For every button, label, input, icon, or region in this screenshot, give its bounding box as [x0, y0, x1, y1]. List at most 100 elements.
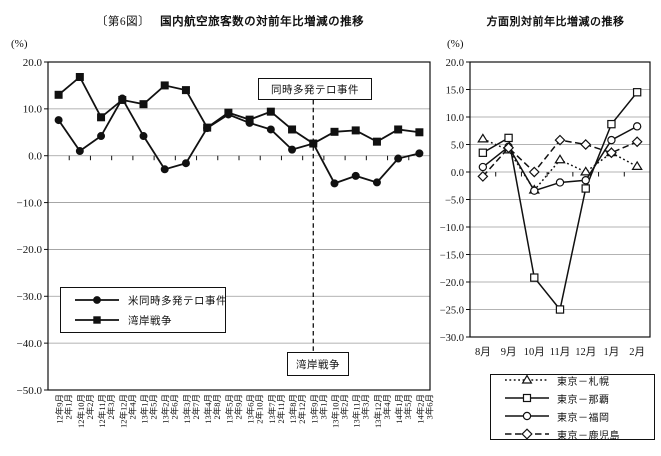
series-square-line	[478, 88, 642, 314]
svg-text:13年4月2年8月: 13年4月2年8月	[203, 394, 222, 424]
x-tick-label: 10月	[524, 346, 545, 358]
legend-dotted-triangle-line-icon	[505, 374, 549, 384]
legend-row-fukuoka: 東京－福岡	[504, 409, 654, 424]
circle-marker	[415, 149, 424, 158]
left-unit-label: (%)	[11, 38, 28, 50]
right-chart-legend: 東京－札幌 東京－那覇 東京－福岡 東京－鹿児島	[490, 374, 655, 442]
circle-marker	[266, 125, 275, 134]
legend-label-kagoshima: 東京－鹿児島	[557, 430, 620, 442]
square-marker	[288, 125, 297, 134]
square-marker	[415, 128, 424, 137]
square-marker	[160, 81, 169, 90]
circle-marker	[555, 178, 565, 187]
legend-dashed-diamond-line-icon	[505, 428, 549, 440]
legend-label-sapporo: 東京－札幌	[557, 376, 610, 388]
left-chart-legend: 米同時多発テロ事件 湾岸戦争	[60, 287, 227, 333]
triangle-marker	[631, 160, 643, 170]
svg-text:13年6月2年10月: 13年6月2年10月	[246, 394, 265, 424]
square-marker	[224, 108, 233, 117]
legend-label-fukuoka: 東京－福岡	[557, 412, 610, 424]
svg-text:13年12月3年4月: 13年12月3年4月	[373, 394, 392, 428]
svg-text:12年11月2年3月: 12年11月2年3月	[97, 394, 116, 428]
x-tick-label: 13年4月2年8月	[203, 394, 222, 424]
legend-filled-square-line-icon	[75, 316, 119, 324]
svg-text:12年9月2年1月: 12年9月2年1月	[55, 394, 74, 424]
square-marker	[118, 95, 127, 104]
x-tick-label: 13年7月2年11月	[267, 394, 286, 424]
x-tick-label: 12月	[575, 346, 596, 358]
legend-label-gulf-war: 湾岸戦争	[128, 315, 172, 327]
square-marker	[372, 137, 381, 146]
x-tick-label: 12年12月2年4月	[118, 394, 137, 428]
square-marker	[607, 119, 616, 129]
x-tick-label: 12年11月2年3月	[97, 394, 116, 428]
square-marker	[530, 273, 539, 282]
svg-text:13年9月3年1月: 13年9月3年1月	[309, 394, 328, 424]
y-tick-label: 0.0	[451, 168, 464, 179]
y-tick-label: 15.0	[446, 85, 464, 96]
circle-marker	[351, 171, 360, 180]
triangle-marker	[580, 166, 592, 176]
circle-marker	[97, 132, 106, 141]
y-tick-label: −40.0	[17, 338, 43, 350]
x-tick-label: 14年2月3年6月	[415, 394, 434, 424]
x-tick-label: 2月	[629, 346, 645, 358]
svg-text:13年3月2年7月: 13年3月2年7月	[182, 394, 201, 424]
legend-label-naha: 東京－那覇	[557, 394, 610, 406]
svg-text:13年1月2年5月: 13年1月2年5月	[140, 394, 159, 424]
x-tick-label: 13年10月3年2月	[331, 394, 350, 428]
legend-row-gulf-war: 湾岸戦争	[73, 313, 225, 328]
square-marker	[203, 123, 212, 132]
circle-marker	[288, 145, 297, 154]
square-marker	[139, 100, 148, 109]
x-tick-label: 13年9月3年1月	[309, 394, 328, 424]
y-tick-label: −30.0	[17, 291, 43, 303]
y-tick-label: 20.0	[23, 57, 43, 69]
circle-marker	[632, 122, 642, 131]
plot-frame	[47, 61, 431, 391]
svg-text:13年5月2年9月: 13年5月2年9月	[224, 394, 243, 424]
diamond-marker	[580, 139, 592, 150]
square-marker	[351, 126, 360, 135]
x-tick-label: 13年5月2年9月	[224, 394, 243, 424]
svg-text:13年7月2年11月: 13年7月2年11月	[267, 394, 286, 424]
left-chart-title-text: 国内航空旅客数の対前年比増減の推移	[160, 16, 365, 28]
circle-marker	[478, 162, 488, 172]
diamond-marker	[554, 134, 566, 146]
diamond-marker	[631, 136, 643, 148]
x-tick-label: 12年9月2年1月	[55, 394, 74, 424]
left-chart-title: 〔第6図〕 国内航空旅客数の対前年比増減の推移	[25, 13, 435, 29]
svg-text:12年10月2年2月: 12年10月2年2月	[76, 394, 95, 428]
diamond-marker	[605, 147, 617, 159]
square-marker	[75, 72, 84, 81]
circle-marker	[54, 116, 63, 125]
legend-row-naha: 東京－那覇	[504, 391, 654, 406]
y-tick-label: −50.0	[17, 385, 43, 397]
x-tick-label: 13年8月2年12月	[288, 394, 307, 424]
figure-number-label: 〔第6図〕	[95, 16, 151, 28]
circle-marker	[181, 159, 190, 168]
triangle-marker	[554, 154, 566, 164]
svg-text:14年1月3年5月: 14年1月3年5月	[394, 394, 413, 424]
right-chart-title-text: 方面別対前年比増減の推移	[486, 16, 625, 28]
circle-marker	[372, 178, 381, 187]
square-marker	[555, 305, 565, 314]
x-tick-label: 12年10月2年2月	[76, 394, 95, 428]
y-tick-label: −20.0	[17, 244, 43, 256]
svg-text:13年10月3年2月: 13年10月3年2月	[331, 394, 350, 428]
y-tick-label: 5.0	[451, 140, 464, 151]
square-marker	[54, 90, 63, 99]
circle-marker	[530, 186, 539, 195]
square-marker	[245, 115, 254, 124]
annotation-terror-event-box: 同時多発テロ事件	[258, 78, 372, 100]
y-tick-label: −20.0	[440, 278, 464, 289]
y-tick-label: 10.0	[446, 113, 464, 124]
annotation-gulf-war-label: 湾岸戦争	[296, 359, 340, 371]
square-marker	[97, 113, 106, 122]
annotation-terror-event-label: 同時多発テロ事件	[271, 84, 359, 96]
square-marker	[504, 133, 513, 143]
square-marker	[394, 125, 403, 134]
legend-label-terror: 米同時多発テロ事件	[128, 295, 227, 307]
y-tick-label: −30.0	[440, 333, 464, 344]
